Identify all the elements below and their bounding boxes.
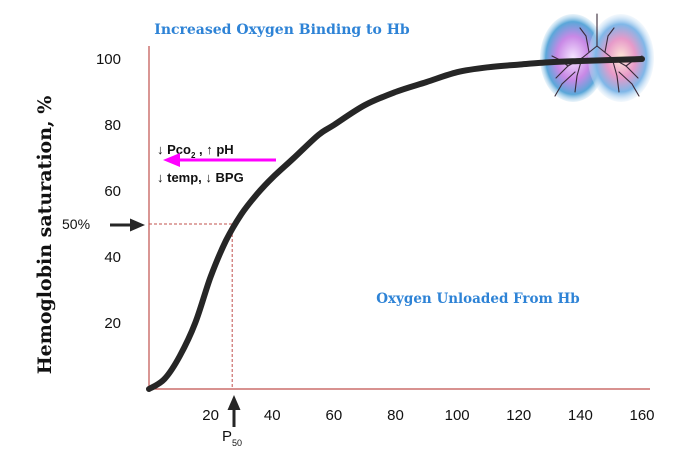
x-tick-label: 20 (202, 407, 219, 424)
fifty-percent-label: 50% (62, 216, 90, 232)
chart-title: Increased Oxygen Binding to Hb (154, 22, 410, 38)
y-tick-label: 40 (104, 249, 121, 266)
x-tick-label: 120 (506, 407, 531, 424)
x-tick-label: 80 (387, 407, 404, 424)
shift-factors-line2: ↓ temp, ↓ BPG (157, 170, 244, 185)
y-tick-label: 20 (104, 315, 121, 332)
x-tick-label: 40 (264, 407, 281, 424)
dissociation-curve (146, 56, 645, 392)
left-shift-arrow-icon (163, 153, 276, 167)
x-tick-label: 100 (445, 407, 470, 424)
y-tick-labels: 20 40 60 80 100 (96, 51, 121, 332)
oxygen-unloaded-label: Oxygen Unloaded From Hb (376, 291, 579, 307)
p50-label: P50 (222, 428, 242, 448)
axes (148, 46, 650, 390)
x-tick-label: 160 (629, 407, 654, 424)
x-tick-labels: 20 40 60 80 100 120 140 160 (202, 407, 654, 424)
fifty-percent-arrow-icon (110, 218, 145, 232)
y-tick-label: 60 (104, 183, 121, 200)
shift-factors-line1: ↓ Pco2 , ↑ pH (157, 142, 234, 160)
x-tick-label: 60 (326, 407, 343, 424)
y-tick-label: 100 (96, 51, 121, 68)
y-tick-label: 80 (104, 117, 121, 134)
p50-arrow-icon (227, 395, 241, 427)
x-tick-label: 140 (568, 407, 593, 424)
y-axis-label: Hemoglobin saturation, % (34, 96, 56, 375)
